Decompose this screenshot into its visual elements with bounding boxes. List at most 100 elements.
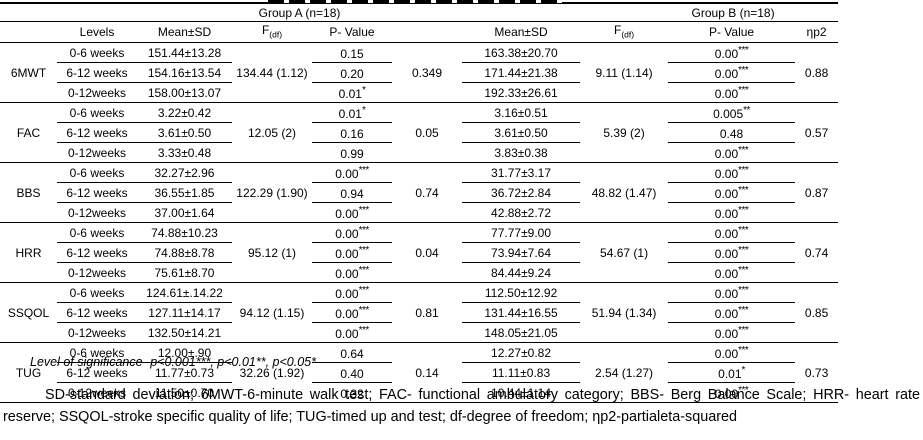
p-a-cell: 0.00***: [312, 262, 392, 284]
significance-footnote: Level of significance- p<0.001***, p<0.0…: [30, 355, 316, 369]
p-a-cell: 0.40: [312, 362, 392, 384]
p-a-cell: 0.64: [312, 342, 392, 364]
p-val: 0.00: [714, 187, 739, 202]
mean-b-cell: 11.11±0.83: [462, 362, 581, 384]
table-row: SSQOL 0-6 weeks 124.61±.14.22 94.12 (1.1…: [0, 282, 839, 344]
p-stars: ***: [738, 225, 749, 237]
p-val: 0.00: [714, 267, 739, 282]
group-header-spacer: [0, 3, 137, 22]
p-stars: ***: [358, 285, 370, 297]
np2-cell: 0.73: [795, 342, 839, 404]
measure-label-6mwt: 6MWT: [0, 42, 57, 104]
p-b-cell: 0.00***: [668, 322, 796, 344]
f-a-cell: 32.26 (1.92): [232, 342, 312, 404]
f-a-cell: 134.44 (1.12): [232, 42, 312, 104]
p-val: 0.00: [714, 307, 739, 322]
mean-a-cell: 74.88±10.23: [137, 222, 232, 244]
table-row: 0-12weeks 11.50±0.70 0.32 10.44±1.14 0.0…: [0, 382, 838, 404]
p-a-cell: 0.00***: [312, 242, 392, 264]
p-b-cell: 0.00***: [668, 42, 796, 64]
p-b-cell: 0.00***: [668, 62, 796, 84]
f-b-cell: 54.67 (1): [580, 222, 669, 284]
abbreviations-footnote: SD-standard deviation; 6MWT-6-minute wal…: [3, 387, 920, 425]
p-val: 0.00: [335, 287, 359, 302]
cropped-title-remnant: [268, 0, 562, 3]
p-stars: ***: [358, 245, 370, 257]
p-val: 0.32: [340, 387, 364, 402]
p-val: 0.00: [714, 147, 739, 162]
table-row: 0-12weeks 132.50±14.21 0.00*** 148.05±21…: [0, 322, 838, 344]
col-header-levels: Levels: [57, 21, 137, 44]
p-a-cell: 0.94: [312, 182, 392, 204]
mean-b-cell: 3.16±0.51: [462, 102, 581, 124]
p-stars: ***: [358, 325, 370, 337]
p-between-cell: 0.81: [392, 282, 463, 344]
p-a-cell: 0.15: [312, 42, 392, 64]
p-stars: *: [741, 365, 746, 377]
level-cell: 0-12weeks: [57, 262, 137, 284]
p-a-cell: 0.00***: [312, 202, 392, 224]
p-val: 0.15: [340, 47, 364, 62]
p-stars: *: [361, 85, 366, 97]
mean-b-cell: 3.61±0.50: [462, 122, 581, 144]
p-b-cell: 0.005**: [668, 102, 796, 124]
table-row: 6-12 weeks 36.55±1.85 0.94 36.72±2.84 0.…: [0, 182, 838, 204]
p-b-cell: 0.00***: [668, 382, 796, 404]
p-b-cell: 0.00***: [668, 282, 796, 304]
f-a-cell: 94.12 (1.15): [232, 282, 312, 344]
group-a-header: Group A (n=18): [137, 3, 463, 22]
p-b-cell: 0.00***: [668, 262, 796, 284]
p-val: 0.00: [714, 67, 739, 82]
group-header-row: Group A (n=18) Group B (n=18): [0, 3, 839, 22]
p-stars: ***: [738, 265, 749, 277]
p-val: 0.00: [714, 387, 739, 402]
p-stars: *: [361, 105, 366, 117]
col-header-f-b: F(df): [580, 21, 669, 44]
level-cell: 6-12 weeks: [57, 362, 137, 384]
level-cell: 0-6 weeks: [57, 42, 137, 64]
p-b-cell: 0.48: [668, 122, 796, 144]
table-row: HRR 0-6 weeks 74.88±10.23 95.12 (1) 0.00…: [0, 222, 839, 284]
p-b-cell: 0.00***: [668, 342, 796, 364]
p-stars: ***: [738, 305, 749, 317]
level-cell: 0-12weeks: [57, 142, 137, 164]
p-stars: ***: [738, 145, 749, 157]
p-stars: ***: [738, 325, 749, 337]
f-b-cell: 48.82 (1.47): [580, 162, 669, 224]
p-b-cell: 0.00***: [668, 222, 796, 244]
p-val: 0.01: [718, 367, 742, 382]
p-stars: ***: [738, 205, 749, 217]
p-val: 0.00: [335, 207, 359, 222]
p-val: 0.40: [340, 367, 364, 382]
level-cell: 0-6 weeks: [57, 162, 137, 184]
mean-a-cell: 36.55±1.85: [137, 182, 232, 204]
p-b-cell: 0.00***: [668, 142, 796, 164]
p-stars: ***: [358, 305, 370, 317]
p-stars: ***: [358, 165, 370, 177]
col-header-mean-b: Mean±SD: [462, 21, 581, 44]
p-val: 0.00: [335, 267, 359, 282]
p-a-cell: 0.00***: [312, 302, 392, 324]
p-b-cell: 0.00***: [668, 302, 796, 324]
results-table: Group A (n=18) Group B (n=18) Levels Mea…: [0, 2, 839, 404]
np2-cell: 0.87: [795, 162, 839, 224]
p-a-cell: 0.01*: [312, 82, 392, 104]
mean-b-cell: 112.50±12.92: [462, 282, 581, 304]
f-a-cell: 12.05 (2): [232, 102, 312, 164]
p-a-cell: 0.00***: [312, 322, 392, 344]
level-cell: 0-12weeks: [57, 322, 137, 344]
mean-a-cell: 124.61±.14.22: [137, 282, 232, 304]
p-val: 0.00: [714, 287, 739, 302]
level-cell: 0-12weeks: [57, 82, 137, 104]
p-stars: ***: [358, 265, 370, 277]
p-val: 0.20: [340, 67, 364, 82]
table-row: 0-12weeks 75.61±8.70 0.00*** 84.44±9.24 …: [0, 262, 838, 284]
p-val: 0.00: [335, 227, 359, 242]
col-header-p-a: P- Value: [312, 21, 392, 44]
table-row: 0-12weeks 3.33±0.48 0.99 3.83±0.38 0.00*…: [0, 142, 838, 164]
mean-b-cell: 3.83±0.38: [462, 142, 581, 164]
p-stars: ***: [738, 85, 749, 97]
measure-label-hrr: HRR: [0, 222, 57, 284]
p-a-cell: 0.32: [312, 382, 392, 404]
level-cell: 0-6 weeks: [57, 222, 137, 244]
